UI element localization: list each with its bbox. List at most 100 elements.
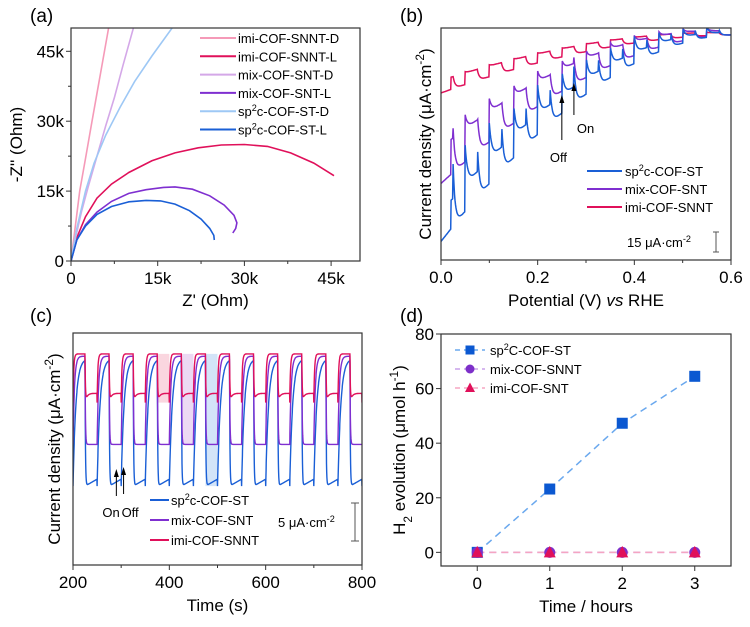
x-axis-title: Time / hours bbox=[539, 597, 633, 616]
scale-bar-label: 15 μA·cm-2 bbox=[627, 234, 691, 250]
marker-square bbox=[465, 345, 475, 355]
y-axis-title: H2 evolution (μmol h-1) bbox=[387, 365, 415, 535]
y-axis-title: Current density (μA·cm-2) bbox=[413, 48, 435, 239]
legend-label: sp2c-COF-ST-D bbox=[238, 103, 329, 119]
off-label: Off bbox=[550, 150, 567, 165]
x-tick-label: 0 bbox=[473, 574, 482, 593]
plot-frame bbox=[70, 27, 361, 262]
legend-label: imi-COF-SNNT bbox=[171, 533, 259, 548]
off-arrowhead bbox=[121, 467, 127, 475]
x-tick-label: 800 bbox=[348, 573, 376, 592]
highlight-region bbox=[205, 353, 218, 487]
data-point-sp2C-COF-ST bbox=[544, 483, 556, 495]
panel-a: 0 15k 30k 45k 0 15k 30k 45k (a) Z' (Ohm) -Z'' (Ohm… bbox=[7, 6, 361, 310]
x-tick-label: 1 bbox=[545, 574, 554, 593]
legend-label: imi-COF-SNNT-D bbox=[238, 31, 339, 46]
legend-label: mix-COF-SNT-L bbox=[238, 86, 331, 101]
series-line-sp2C-COF-ST bbox=[476, 375, 696, 553]
x-tick-label: 600 bbox=[251, 573, 279, 592]
panel-b: 0.0 0.2 0.4 0.6 (b) Potential (V) vs RHE Curre… bbox=[400, 6, 743, 310]
series-line-mix-COF-SNT-L bbox=[71, 186, 238, 261]
x-tick-label: 2 bbox=[618, 574, 627, 593]
legend-label: mix-COF-SNT bbox=[171, 513, 253, 528]
scale-bar-label: 5 μA·cm-2 bbox=[278, 514, 335, 530]
legend-label: sp2c-COF-ST-L bbox=[238, 122, 327, 138]
x-tick-label: 0.2 bbox=[526, 268, 550, 287]
plot-area bbox=[71, 28, 335, 261]
y-tick-label: 15k bbox=[37, 182, 65, 201]
panel-label: (d) bbox=[400, 306, 423, 327]
data-point-imi-COF-SNT bbox=[688, 545, 701, 558]
legend-label: sp2C-COF-ST bbox=[490, 342, 571, 358]
data-point-imi-COF-SNT bbox=[616, 545, 629, 558]
x-tick-label: 0.6 bbox=[719, 268, 743, 287]
x-tick-label: 45k bbox=[317, 269, 345, 288]
series-line-mix-COF-SNT bbox=[441, 28, 731, 184]
off-label: Off bbox=[122, 505, 139, 520]
panel-d: 0 1 2 3 0 20 40 60 80(d) Time / hours H2 evolution… bbox=[387, 306, 732, 616]
x-tick-label: 3 bbox=[690, 574, 699, 593]
y-tick-label: 60 bbox=[415, 380, 434, 399]
marker-triangle bbox=[465, 382, 475, 392]
x-tick-label: 0 bbox=[66, 269, 75, 288]
y-tick-label: 0 bbox=[425, 543, 434, 562]
x-axis-title: Time (s) bbox=[187, 596, 249, 615]
legend: sp2c-COF-ST mix-COF-SNT imi-COF-SNNT bbox=[150, 492, 259, 548]
off-arrowhead bbox=[559, 95, 565, 103]
panel-c: 200 400 600 800 (c) Time (s) Current density (… bbox=[30, 306, 376, 615]
legend: sp2C-COF-ST mix-COF-SNNT imi-COF-SNT bbox=[455, 342, 582, 396]
series-line-sp2c-COF-ST-L bbox=[71, 199, 216, 261]
legend: imi-COF-SNNT-D imi-COF-SNNT-L mix-COF-SNT-… bbox=[200, 31, 339, 138]
data-point-imi-COF-SNT bbox=[471, 545, 484, 558]
legend-label: imi-COF-SNT bbox=[490, 381, 569, 396]
x-tick-label: 200 bbox=[59, 573, 87, 592]
x-axis-title: Z' (Ohm) bbox=[182, 291, 249, 310]
series-line-imi-COF-SNNT-D bbox=[71, 28, 110, 261]
x-tick-label: 0.4 bbox=[623, 268, 647, 287]
legend-label: mix-COF-SNT bbox=[625, 182, 707, 197]
series-line-sp2c-COF-ST bbox=[441, 28, 731, 242]
legend-label: sp2c-COF-ST bbox=[625, 163, 703, 179]
y-tick-label: 20 bbox=[415, 489, 434, 508]
highlight-region bbox=[181, 353, 194, 445]
on-label: On bbox=[577, 121, 594, 136]
highlight-region bbox=[157, 353, 170, 403]
y-tick-label: 40 bbox=[415, 434, 434, 453]
on-arrowhead bbox=[571, 83, 577, 91]
y-tick-label: 45k bbox=[37, 42, 65, 61]
legend-label: imi-COF-SNNT bbox=[625, 200, 713, 215]
data-point-sp2C-COF-ST bbox=[689, 370, 701, 382]
series-line-imi-COF-SNNT-L bbox=[71, 143, 335, 261]
x-tick-label: 15k bbox=[144, 269, 172, 288]
plot-frame bbox=[440, 333, 732, 567]
y-axis-title: -Z'' (Ohm) bbox=[7, 107, 26, 182]
y-axis-title: Current density (μA·cm-2) bbox=[42, 353, 64, 544]
legend-label: mix-COF-SNNT bbox=[490, 362, 582, 377]
marker-circle bbox=[465, 364, 475, 374]
series-line-sp2c-COF-ST-D bbox=[71, 28, 173, 261]
on-arrowhead bbox=[113, 469, 119, 477]
panel-label: (c) bbox=[30, 306, 52, 327]
data-point-imi-COF-SNT bbox=[543, 545, 556, 558]
series-line-mix-COF-SNT bbox=[73, 355, 362, 446]
plot-area bbox=[441, 28, 731, 242]
x-tick-label: 0.0 bbox=[429, 268, 453, 287]
legend: sp2c-COF-ST mix-COF-SNT imi-COF-SNNT bbox=[587, 163, 713, 215]
panel-label: (a) bbox=[30, 6, 53, 27]
data-point-sp2C-COF-ST bbox=[616, 417, 628, 429]
x-tick-label: 400 bbox=[155, 573, 183, 592]
plot-area bbox=[73, 353, 362, 487]
y-tick-label: 80 bbox=[415, 325, 434, 344]
y-tick-label: 0 bbox=[55, 252, 64, 271]
series-line-imi-COF-SNNT bbox=[73, 353, 362, 403]
x-tick-label: 30k bbox=[231, 269, 259, 288]
panel-label: (b) bbox=[400, 6, 423, 27]
y-tick-label: 30k bbox=[37, 112, 65, 131]
legend-label: mix-COF-SNT-D bbox=[238, 68, 333, 83]
series-line-sp2c-COF-ST bbox=[73, 358, 362, 487]
x-axis-title: Potential (V) vs RHE bbox=[508, 291, 664, 310]
on-label: On bbox=[102, 505, 119, 520]
legend-label: sp2c-COF-ST bbox=[171, 492, 249, 508]
legend-label: imi-COF-SNNT-L bbox=[238, 49, 337, 64]
